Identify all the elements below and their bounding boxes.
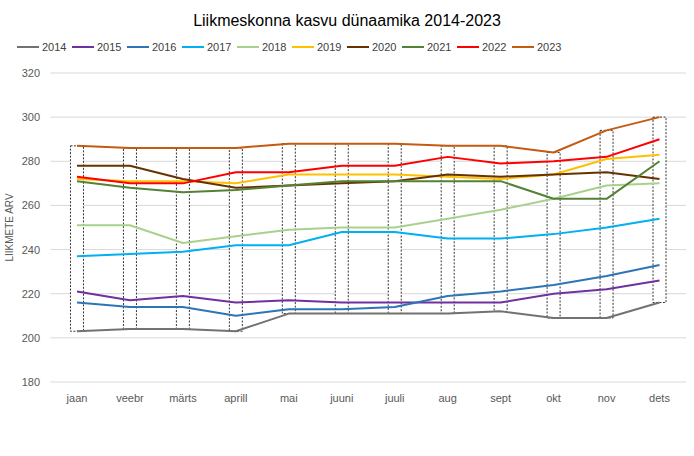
series-line: [77, 139, 660, 183]
legend-label: 2019: [317, 41, 341, 53]
y-tick-label: 260: [22, 199, 40, 211]
up-down-bar: [441, 146, 454, 314]
series-line: [77, 280, 660, 302]
legend-item: 2018: [237, 41, 286, 53]
y-tick-label: 220: [22, 288, 40, 300]
grid-line: [51, 293, 687, 294]
series-line: [77, 117, 660, 152]
grid-line: [51, 337, 687, 338]
grid-line: [51, 117, 687, 118]
legend-label: 2022: [482, 41, 506, 53]
up-down-bar: [229, 148, 242, 331]
x-tick-label: jaan: [66, 392, 88, 404]
series-line: [77, 183, 660, 243]
legend-swatch: [457, 46, 479, 48]
title: Liikmeskonna kasvu dünaamika 2014-2023: [193, 12, 501, 29]
x-tick-label: okt: [546, 392, 561, 404]
y-tick-label: 300: [22, 111, 40, 123]
up-down-bar: [494, 146, 507, 312]
legend-item: 2016: [127, 41, 176, 53]
y-tick-label: 240: [22, 244, 40, 256]
y-tick-label: 320: [22, 67, 40, 79]
x-tick-label: aug: [439, 392, 457, 404]
legend-swatch: [127, 46, 149, 48]
up-down-bar: [388, 144, 401, 314]
x-tick-label: nov: [598, 392, 616, 404]
up-down-bar: [123, 148, 136, 329]
y-axis-title: LIIKMETE ARV: [4, 193, 15, 262]
x-tick-label: veebr: [116, 392, 144, 404]
legend-label: 2016: [152, 41, 176, 53]
series-line: [77, 265, 660, 316]
legend-label: 2023: [537, 41, 561, 53]
legend-item: 2017: [182, 41, 231, 53]
legend-label: 2014: [42, 41, 66, 53]
x-tick-label: aprill: [224, 392, 247, 404]
legend-item: 2022: [457, 41, 506, 53]
x-tick-label: sept: [490, 392, 511, 404]
legend-label: 2015: [97, 41, 121, 53]
grid-line: [51, 249, 687, 250]
x-tick-label: juuli: [384, 392, 405, 404]
legend-item: 2014: [17, 41, 66, 53]
legend-swatch: [512, 46, 534, 48]
up-down-bar: [176, 148, 189, 329]
grid-line: [51, 73, 687, 74]
legend-swatch: [237, 46, 259, 48]
x-tick-label: märts: [169, 392, 197, 404]
background: [0, 0, 694, 456]
grid-line: [51, 205, 687, 206]
legend-swatch: [17, 46, 39, 48]
legend-item: 2020: [347, 41, 396, 53]
y-tick-label: 280: [22, 155, 40, 167]
legend-item: 2021: [402, 41, 451, 53]
legend-item: 2023: [512, 41, 561, 53]
series-line: [77, 161, 660, 199]
grid-line: [51, 161, 687, 162]
chart: Liikmeskonna kasvu dünaamika 2014-2023 20…: [0, 0, 694, 456]
legend-label: 2018: [262, 41, 286, 53]
legend-swatch: [292, 46, 314, 48]
grid-line: [51, 382, 687, 383]
legend-swatch: [402, 46, 424, 48]
x-tick-label: juuni: [329, 392, 353, 404]
up-down-bar: [653, 117, 666, 302]
legend-item: 2015: [72, 41, 121, 53]
y-tick-label: 180: [22, 376, 40, 388]
series-line: [77, 166, 660, 188]
y-tick-label: 200: [22, 332, 40, 344]
legend-swatch: [347, 46, 369, 48]
x-tick-label: dets: [649, 392, 670, 404]
legend-label: 2020: [372, 41, 396, 53]
plot-area: [70, 117, 666, 331]
legend-swatch: [72, 46, 94, 48]
legend-swatch: [182, 46, 204, 48]
legend-label: 2021: [427, 41, 451, 53]
legend-item: 2019: [292, 41, 341, 53]
x-tick-label: mai: [280, 392, 298, 404]
legend-label: 2017: [207, 41, 231, 53]
